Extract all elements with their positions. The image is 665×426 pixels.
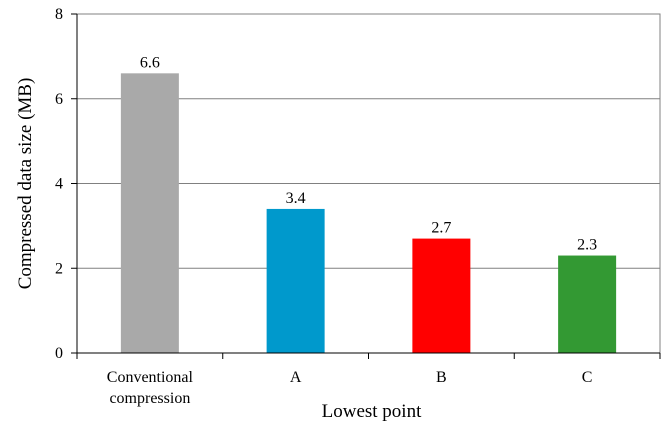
data-labels: 6.6 3.4 2.7 2.3 — [140, 54, 597, 253]
y-tick-label-3: 6 — [55, 91, 63, 108]
bar-3 — [558, 255, 617, 353]
axes — [71, 13, 661, 359]
data-label-0: 6.6 — [140, 54, 160, 71]
x-axis-title: Lowest point — [322, 401, 422, 422]
y-tick-label-4: 8 — [55, 6, 63, 23]
y-tick-label-2: 4 — [55, 176, 63, 193]
y-tick-label-1: 2 — [55, 260, 63, 277]
data-label-3: 2.3 — [577, 237, 597, 254]
x-category-label-3: C — [582, 369, 593, 386]
data-label-2: 2.7 — [431, 220, 451, 237]
bars — [120, 73, 617, 353]
bar-1 — [266, 208, 325, 353]
x-category-label-0: Conventional compression — [107, 369, 194, 407]
y-tick-labels: 0 2 4 6 8 — [55, 6, 63, 362]
x-category-label-2: B — [436, 369, 447, 386]
data-label-1: 3.4 — [286, 190, 306, 207]
y-tick-label-0: 0 — [55, 345, 63, 362]
bar-2 — [412, 238, 471, 353]
bar-0 — [120, 73, 179, 353]
x-category-label-1: A — [290, 369, 302, 386]
x-category-labels: Conventional compression A B C — [107, 369, 593, 407]
y-axis-title: Compressed data size (MB) — [15, 78, 36, 290]
